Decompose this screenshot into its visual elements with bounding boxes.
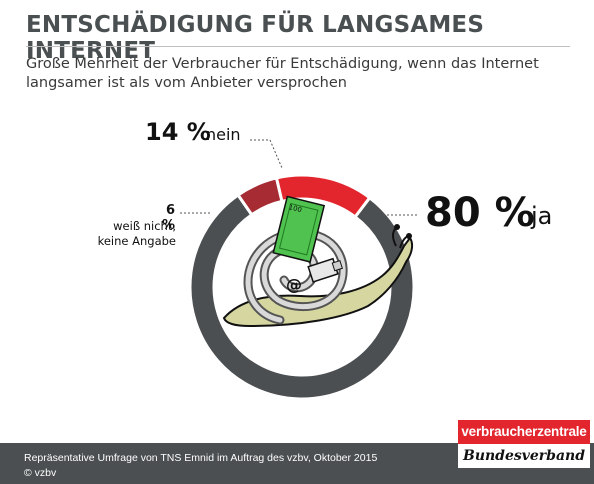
banknote-icon: 100 [272, 195, 326, 263]
subtitle: Große Mehrheit der Verbraucher für Entsc… [26, 56, 539, 91]
network-plug-icon [307, 257, 343, 283]
logo-bottom-text: Bundesverband [462, 448, 585, 464]
label-dk-text: weiß nicht, keine Angabe [97, 219, 176, 248]
snail-illustration: 100 @ [222, 195, 414, 328]
footer-source: Repräsentative Umfrage von TNS Emnid im … [24, 452, 378, 464]
vzbv-logo: verbraucherzentrale Bundesverband [458, 420, 590, 468]
donut-slice-ja [188, 192, 416, 401]
title-divider [26, 46, 570, 47]
label-dk-percent: 6 % [161, 203, 175, 233]
logo-top-text: verbraucherzentrale [458, 420, 590, 444]
page-title: ENTSCHÄDIGUNG FÜR LANGSAMES INTERNET [26, 12, 485, 64]
footer-copyright: © vzbv [24, 467, 57, 479]
label-ja-percent: 80 % [425, 190, 535, 236]
svg-text:100: 100 [288, 203, 303, 214]
at-sign-icon: @ [286, 275, 302, 294]
label-ja-word: ja [531, 202, 553, 230]
leader-line-nein [250, 139, 283, 169]
label-nein-percent: 14 % [145, 118, 211, 146]
donut-slices [188, 173, 416, 401]
label-nein-word: nein [206, 125, 241, 144]
snail-body-icon [222, 236, 414, 328]
donut-slice-weiss-nicht [235, 176, 284, 217]
